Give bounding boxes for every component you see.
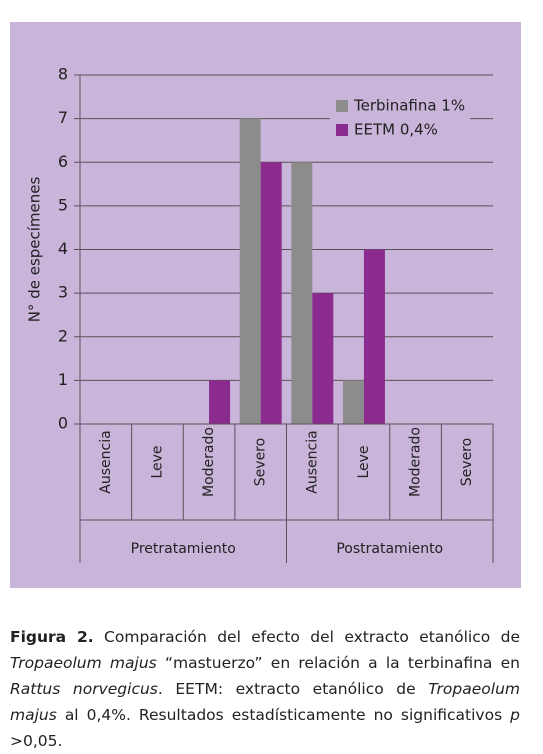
- x-tick-label: Moderado: [201, 427, 217, 497]
- caption-text: . EETM: extracto etanólico de: [157, 680, 429, 698]
- caption-text: Comparación del efecto del extracto etan…: [93, 628, 520, 646]
- x-tick-label: Leve: [356, 445, 372, 478]
- caption-text: p: [510, 706, 520, 724]
- legend-label: Terbinafina 1%: [353, 97, 465, 115]
- x-tick-label: Moderado: [408, 427, 424, 497]
- legend-box: [330, 92, 470, 142]
- x-tick-label: Leve: [149, 445, 165, 478]
- caption-text: al 0,4%. Resultados estadísticamente no …: [56, 706, 511, 724]
- caption-text: Tropaeolum majus: [10, 680, 520, 724]
- caption-text: >0,05.: [10, 732, 63, 750]
- y-tick-label: 5: [58, 195, 68, 214]
- caption-text: Tropaeolum majus: [10, 654, 157, 672]
- legend-swatch: [336, 100, 348, 112]
- caption-text: Rattus norvegicus: [10, 680, 158, 698]
- y-tick-label: 4: [58, 239, 68, 258]
- x-tick-label: Ausencia: [304, 430, 320, 493]
- y-tick-label: 3: [58, 283, 68, 302]
- bar: [260, 162, 282, 424]
- legend-swatch: [336, 124, 348, 136]
- y-tick-label: 7: [58, 108, 68, 127]
- bar: [312, 293, 334, 424]
- legend-label: EETM 0,4%: [354, 121, 438, 139]
- group-label: Pretratamiento: [131, 541, 236, 557]
- bar: [291, 162, 313, 424]
- bar: [363, 249, 385, 424]
- x-tick-label: Ausencia: [98, 430, 114, 493]
- bar: [239, 118, 261, 424]
- y-tick-label: 6: [58, 152, 68, 171]
- group-label: Postratamiento: [336, 541, 443, 557]
- chart: 0 1 2 3 4 5 6 7 8 N° de especímenes Pretratamiento…: [26, 65, 494, 563]
- y-tick-label: 1: [58, 370, 68, 389]
- caption-text: “mastuerzo” en relación a la terbinafina…: [156, 654, 520, 672]
- y-tick-label: 2: [58, 326, 68, 345]
- caption: Figura 2. Comparación del efecto del ext…: [10, 624, 520, 754]
- y-axis-title: N° de especímenes: [26, 177, 44, 323]
- x-tick-label: Severo: [459, 438, 475, 486]
- bar: [342, 380, 364, 424]
- caption-label: Figura 2.: [10, 628, 94, 646]
- x-tick-label: Severo: [253, 438, 269, 486]
- y-tick-label: 0: [58, 414, 68, 433]
- y-tick-label: 8: [58, 65, 68, 84]
- bar: [209, 380, 231, 424]
